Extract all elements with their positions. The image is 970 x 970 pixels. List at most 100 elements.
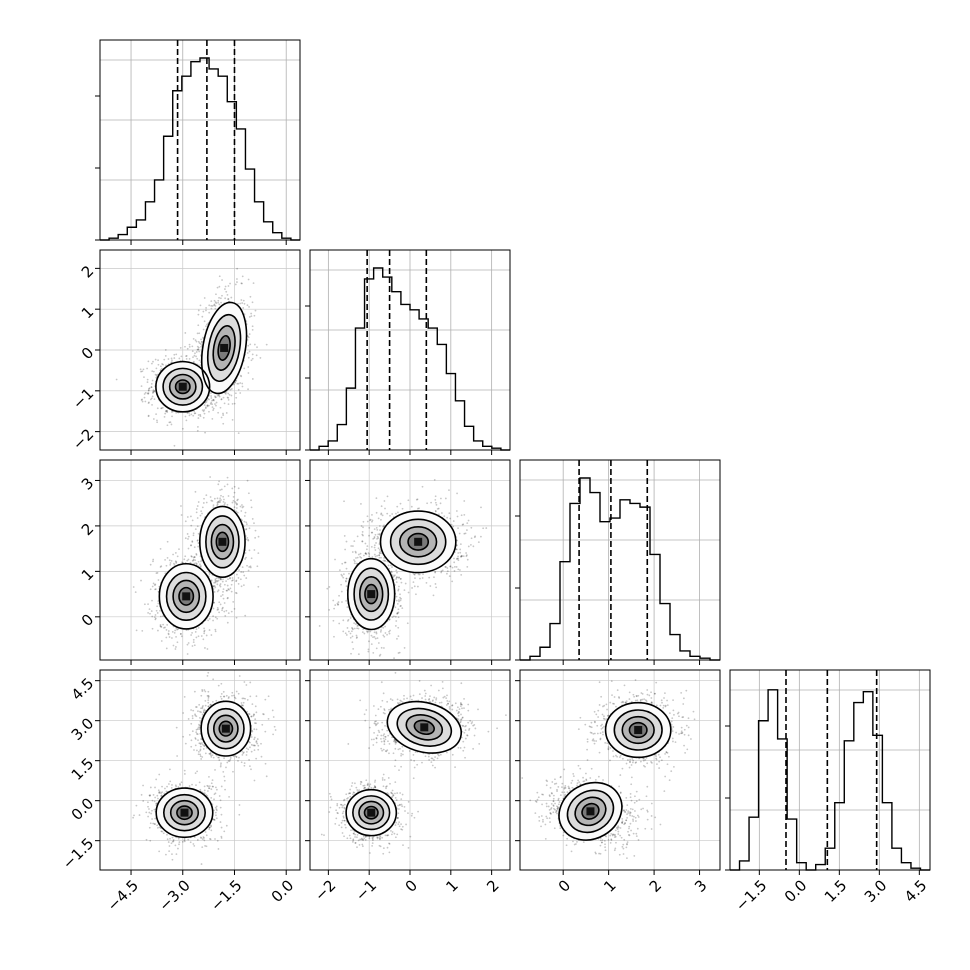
x-tick-label-2-1: 1 bbox=[600, 876, 619, 895]
panel-frame bbox=[519, 459, 721, 661]
y-tick-label-2-1: 1 bbox=[78, 565, 97, 584]
contour-line-1 bbox=[352, 795, 391, 831]
y-tick-label-1-4: 2 bbox=[78, 262, 97, 281]
contour-line-1 bbox=[162, 793, 206, 832]
contour-line-1 bbox=[206, 313, 242, 383]
contour-line-0 bbox=[155, 360, 211, 413]
density-peak bbox=[367, 808, 376, 817]
histogram-3 bbox=[730, 689, 930, 871]
y-tick-label-1-2: 0 bbox=[78, 344, 97, 363]
panel-frame bbox=[519, 669, 721, 871]
contour-line-1 bbox=[165, 571, 207, 622]
density-peak bbox=[178, 382, 187, 391]
histogram-1 bbox=[310, 267, 510, 451]
contour-line-0 bbox=[198, 505, 246, 579]
hist-panel-2 bbox=[515, 459, 721, 661]
y-tick-label-3-4: 4.5 bbox=[68, 674, 98, 704]
contour-line-1 bbox=[205, 515, 240, 569]
contour-line-3 bbox=[178, 586, 195, 606]
panel-frame bbox=[729, 669, 931, 871]
contour-line-3 bbox=[218, 720, 234, 737]
x-tick-label-3-2: 1.5 bbox=[821, 876, 851, 906]
scatter-panel-0-2 bbox=[99, 459, 301, 661]
density-peak bbox=[221, 724, 230, 733]
scatter-panel-1-2 bbox=[309, 459, 511, 661]
y-tick-label-3-2: 1.5 bbox=[68, 754, 98, 784]
contour-line-0 bbox=[200, 301, 248, 395]
contour-line-2 bbox=[398, 526, 438, 558]
density-peak bbox=[634, 726, 643, 734]
contour-line-2 bbox=[172, 579, 201, 614]
contour-line-3 bbox=[215, 531, 230, 553]
contour-line-0 bbox=[604, 701, 672, 759]
contour-line-1 bbox=[162, 367, 204, 406]
hist-panel-0 bbox=[95, 39, 301, 241]
contour-line-2 bbox=[212, 714, 239, 743]
contour-line-3 bbox=[217, 334, 231, 361]
contour-line-1 bbox=[613, 709, 663, 751]
contour-line-3 bbox=[628, 721, 648, 739]
contour-line-1 bbox=[389, 518, 447, 566]
x-tick-label-2-2: 2 bbox=[646, 876, 665, 895]
density-peak bbox=[420, 723, 429, 732]
y-tick-label-3-1: 0.0 bbox=[68, 794, 98, 824]
y-tick-label-1-0: −2 bbox=[69, 425, 97, 453]
y-tick-label-2-0: 0 bbox=[78, 610, 97, 629]
scatter-panel-0-1 bbox=[99, 249, 301, 451]
x-tick-label-3-3: 3.0 bbox=[861, 876, 891, 906]
panel-frame bbox=[99, 459, 301, 661]
x-tick-label-0-3: 0.0 bbox=[268, 876, 298, 906]
contour-line-3 bbox=[364, 583, 379, 605]
contour-line-1 bbox=[396, 707, 453, 747]
contour-line-0 bbox=[379, 510, 457, 574]
contour-line-3 bbox=[176, 805, 193, 821]
panel-frame bbox=[99, 39, 301, 241]
contour-line-3 bbox=[407, 532, 430, 551]
scatter-panel-0-3 bbox=[99, 669, 301, 871]
scatter-panel-1-3 bbox=[309, 669, 511, 871]
x-tick-label-1-1: −1 bbox=[352, 876, 380, 904]
panel-frame bbox=[99, 669, 301, 871]
y-tick-label-1-1: −1 bbox=[69, 384, 97, 412]
contour-line-3 bbox=[413, 719, 435, 736]
density-peak bbox=[220, 343, 229, 352]
x-tick-label-0-0: −4.5 bbox=[104, 876, 142, 914]
density-peak bbox=[414, 537, 423, 546]
density-peak bbox=[586, 807, 595, 816]
contour-line-1 bbox=[206, 707, 245, 750]
contour-line-2 bbox=[168, 373, 197, 400]
contour-line-3 bbox=[174, 379, 191, 395]
hist-panel-1 bbox=[305, 249, 511, 451]
density-peak bbox=[182, 592, 191, 601]
density-peak bbox=[367, 590, 376, 599]
contour-line-0 bbox=[155, 787, 214, 839]
contour-line-1 bbox=[353, 567, 390, 621]
contour-line-3 bbox=[581, 802, 600, 820]
x-tick-label-3-4: 4.5 bbox=[901, 876, 931, 906]
contour-line-2 bbox=[621, 715, 655, 745]
x-tick-label-3-1: 0.0 bbox=[781, 876, 811, 906]
x-tick-label-1-2: 0 bbox=[402, 876, 421, 895]
x-tick-label-3-0: −1.5 bbox=[732, 876, 770, 914]
contour-line-0 bbox=[386, 700, 463, 754]
contour-line-0 bbox=[345, 788, 398, 837]
density-peak bbox=[180, 808, 189, 817]
histogram-2 bbox=[520, 477, 720, 661]
contour-line-2 bbox=[212, 324, 236, 371]
histogram-0 bbox=[100, 57, 300, 241]
y-tick-label-1-3: 1 bbox=[78, 303, 97, 322]
sample-points bbox=[115, 267, 268, 447]
x-tick-label-1-4: 2 bbox=[483, 876, 502, 895]
sample-points bbox=[521, 679, 696, 860]
scatter-panel-2-3 bbox=[519, 669, 721, 871]
contour-line-0 bbox=[558, 781, 623, 841]
hist-panel-3 bbox=[725, 669, 931, 871]
contour-line-2 bbox=[169, 799, 200, 826]
x-tick-label-2-3: 3 bbox=[691, 876, 710, 895]
contour-line-2 bbox=[358, 800, 385, 825]
density-peak bbox=[218, 537, 227, 546]
contour-line-0 bbox=[158, 562, 214, 630]
y-tick-label-3-0: −1.5 bbox=[59, 834, 97, 872]
x-tick-label-0-2: −1.5 bbox=[207, 876, 245, 914]
